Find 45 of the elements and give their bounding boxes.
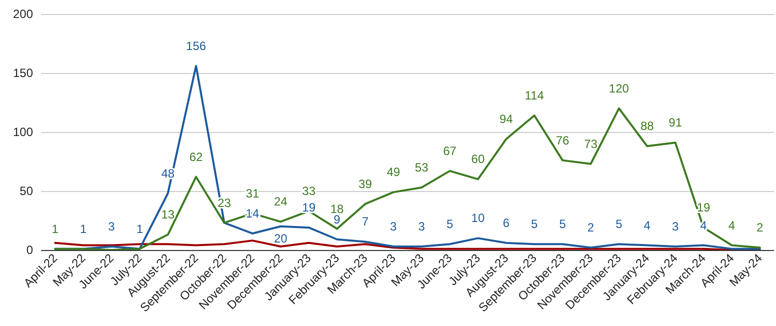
y-tick-label: 150 xyxy=(12,66,34,80)
data-label: 67 xyxy=(443,144,457,158)
data-label: 19 xyxy=(302,200,316,215)
data-label: 3 xyxy=(672,219,679,234)
data-label: 1 xyxy=(52,222,59,236)
data-label: 13 xyxy=(161,208,175,222)
data-label: 4 xyxy=(728,218,736,232)
data-label: 5 xyxy=(616,217,623,232)
data-label: 2 xyxy=(756,220,764,235)
data-label: 88 xyxy=(640,119,654,134)
data-label: 62 xyxy=(189,150,204,164)
data-label: 5 xyxy=(446,217,454,232)
data-label: 10 xyxy=(471,211,485,226)
data-label: 20 xyxy=(274,231,288,246)
data-label: 94 xyxy=(499,112,514,126)
data-label: 1 xyxy=(80,222,87,236)
data-label: 76 xyxy=(556,133,570,148)
data-label: 3 xyxy=(390,219,398,234)
data-label: 39 xyxy=(358,176,372,191)
line-series xyxy=(54,107,761,251)
data-label: 49 xyxy=(386,165,400,180)
data-label: 1 xyxy=(136,222,144,236)
data-label: 5 xyxy=(559,217,566,232)
data-label: 60 xyxy=(471,152,485,166)
data-label: 120 xyxy=(608,81,630,96)
data-label: 4 xyxy=(644,218,651,232)
y-tick-label: 100 xyxy=(12,125,34,139)
data-label: 7 xyxy=(362,214,369,229)
data-label: 24 xyxy=(274,194,288,209)
data-label: 73 xyxy=(584,136,598,151)
data-label: 3 xyxy=(418,219,426,234)
data-label: 19 xyxy=(696,200,711,215)
data-label: 5 xyxy=(531,217,538,232)
data-label: 31 xyxy=(246,186,260,200)
data-label: 3 xyxy=(108,219,116,234)
data-label: 114 xyxy=(524,88,544,102)
data-label: 2 xyxy=(587,220,594,235)
y-tick-label: 0 xyxy=(26,243,34,257)
data-label: 91 xyxy=(668,116,682,130)
y-tick-label: 200 xyxy=(12,7,34,21)
data-label: 53 xyxy=(414,160,429,174)
data-label: 33 xyxy=(302,184,316,198)
data-label: 156 xyxy=(186,38,206,53)
y-tick-label: 50 xyxy=(20,184,34,198)
data-label: 6 xyxy=(502,216,510,230)
